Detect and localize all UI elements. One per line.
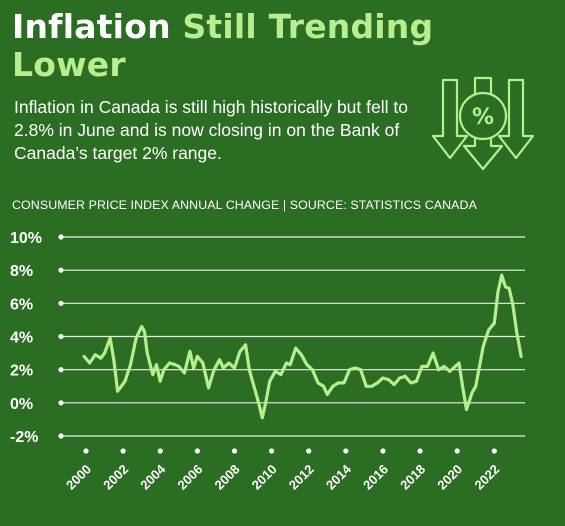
x-tick-dot — [343, 448, 349, 454]
y-tick-label: 4% — [10, 330, 33, 347]
x-tick-label: 2018 — [397, 462, 428, 493]
x-tick-dot — [491, 448, 497, 454]
x-tick-dot — [306, 448, 312, 454]
x-tick-label: 2014 — [323, 461, 355, 493]
y-gridline-dot — [58, 300, 64, 306]
percent-down-arrows-icon: % — [431, 76, 535, 171]
x-tick-label: 2008 — [212, 462, 243, 493]
x-tick-label: 2020 — [434, 462, 465, 493]
chart-title: Inflation Still Trending Lower — [12, 8, 552, 84]
y-tick-label: 0% — [10, 396, 33, 413]
title-green-part: Still Trending Lower — [12, 7, 434, 84]
x-tick-dot — [83, 448, 89, 454]
y-gridline-dot — [58, 267, 64, 273]
y-tick-label: 6% — [10, 296, 33, 313]
y-gridline-dot — [58, 433, 64, 439]
x-tick-label: 2000 — [63, 462, 94, 493]
title-white-part: Inflation — [12, 7, 171, 46]
x-tick-label: 2006 — [174, 462, 205, 493]
x-tick-dot — [380, 448, 386, 454]
x-tick-dot — [120, 448, 126, 454]
x-tick-dot — [157, 448, 163, 454]
y-tick-label: -2% — [10, 429, 38, 446]
y-tick-label: 2% — [10, 363, 33, 380]
chart-subtitle: Inflation in Canada is still high histor… — [14, 97, 408, 163]
chart-source: CONSUMER PRICE INDEX ANNUAL CHANGE | SOU… — [12, 198, 477, 212]
y-gridline-dot — [58, 367, 64, 373]
x-tick-label: 2004 — [137, 461, 169, 493]
y-gridline-dot — [58, 400, 64, 406]
percent-glyph: % — [472, 105, 494, 130]
x-tick-label: 2010 — [249, 462, 280, 493]
x-tick-label: 2002 — [100, 462, 131, 493]
y-tick-label: 8% — [10, 263, 33, 280]
x-tick-dot — [454, 448, 460, 454]
x-tick-dot — [194, 448, 200, 454]
x-tick-label: 2016 — [360, 462, 391, 493]
x-tick-label: 2022 — [471, 462, 502, 493]
x-tick-dot — [268, 448, 275, 454]
cpi-series-line — [82, 273, 523, 420]
y-gridline-dot — [58, 234, 64, 240]
x-tick-label: 2012 — [286, 462, 317, 493]
x-tick-dot — [417, 448, 423, 454]
y-gridline-dot — [58, 333, 64, 340]
x-tick-dot — [231, 448, 238, 454]
y-tick-label: 10% — [10, 230, 42, 247]
